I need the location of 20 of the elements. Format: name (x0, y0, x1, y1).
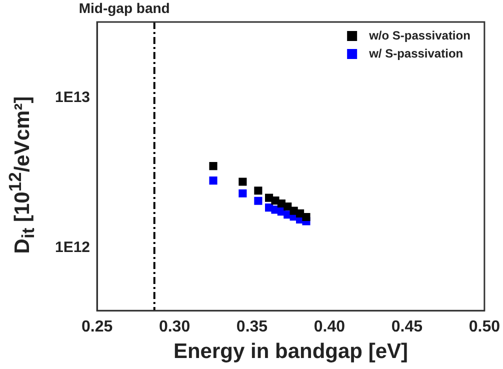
x-tick-label: 0.40 (314, 318, 346, 336)
point (209, 176, 218, 185)
x-tick-label: 0.45 (391, 318, 423, 336)
point (254, 196, 262, 205)
point (238, 189, 247, 198)
y-tick-label: 1E12 (54, 238, 90, 256)
point (284, 202, 292, 211)
legend-label: w/o S-passivation (368, 28, 470, 42)
x-tick-label: 0.30 (158, 318, 190, 336)
point (238, 178, 247, 186)
y-tick-label: 1E13 (54, 88, 90, 106)
x-axis-title: Energy in bandgap [eV] (173, 340, 408, 364)
x-tick-label: 0.35 (236, 318, 268, 336)
ref-line-label: Mid-gap band (78, 0, 170, 16)
x-tick-label: 0.25 (81, 318, 113, 336)
x-tick-label: 0.50 (468, 318, 500, 336)
point (302, 212, 310, 222)
point (209, 162, 218, 170)
point (254, 186, 262, 195)
legend-label: w/ S-passivation (368, 46, 464, 60)
